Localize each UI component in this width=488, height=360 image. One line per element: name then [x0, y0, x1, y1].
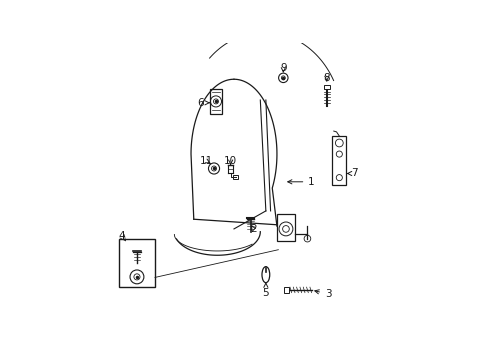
Text: 7: 7: [347, 168, 357, 179]
Text: 4: 4: [118, 231, 125, 241]
Polygon shape: [323, 85, 329, 89]
Polygon shape: [284, 287, 288, 293]
Circle shape: [281, 76, 285, 80]
Text: 2: 2: [249, 224, 256, 234]
Text: 6: 6: [197, 98, 209, 108]
Bar: [119, 239, 155, 287]
Text: 1: 1: [287, 177, 314, 187]
Text: 3: 3: [314, 289, 331, 299]
Text: 11: 11: [199, 156, 212, 166]
Text: 8: 8: [323, 73, 329, 83]
Text: 10: 10: [224, 156, 237, 166]
Text: 9: 9: [280, 63, 286, 73]
Text: 5: 5: [262, 283, 268, 298]
